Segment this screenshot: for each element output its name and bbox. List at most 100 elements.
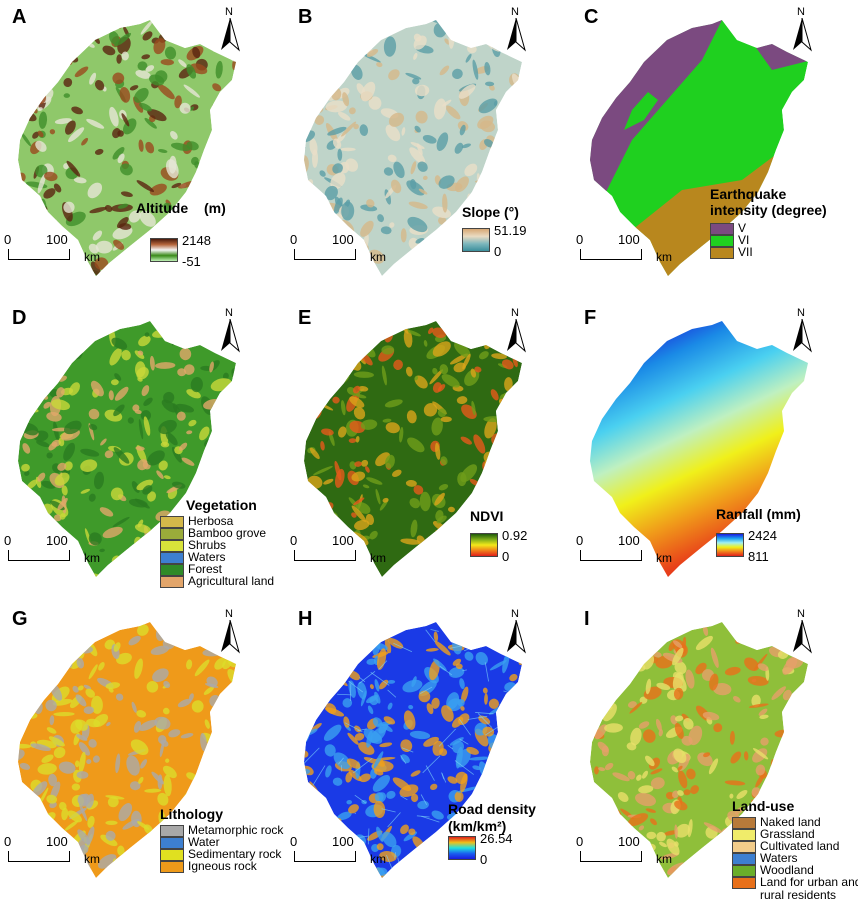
- panel-f: F N 0 100 km Ranfall (mm) 2424 811: [572, 301, 858, 602]
- legend-item-label: Cultivated land: [760, 839, 840, 853]
- legend-item-label: Shrubs: [188, 538, 227, 552]
- scale-hundred: 100: [618, 834, 640, 849]
- panel-label: B: [298, 6, 313, 28]
- north-label: N: [225, 608, 233, 620]
- scale-hundred: 100: [618, 533, 640, 548]
- scale-hundred: 100: [46, 232, 68, 247]
- legend-color-ramp: [716, 533, 744, 557]
- scale-zero: 0: [576, 533, 584, 548]
- legend-item-label: Herbosa: [188, 514, 234, 528]
- legend-title: Road density: [448, 801, 536, 817]
- legend-swatch: [710, 223, 734, 235]
- scale-unit: km: [656, 250, 672, 264]
- panel-label: H: [298, 608, 313, 630]
- legend-swatch: [160, 564, 184, 576]
- legend-max: 2424: [748, 528, 777, 543]
- north-arrow-icon: N: [790, 608, 814, 654]
- scale-hundred: 100: [332, 533, 354, 548]
- north-arrow-icon: N: [790, 307, 814, 353]
- legend-item-label: Agricultural land: [188, 574, 275, 588]
- legend-unit: (m): [204, 200, 226, 216]
- legend-subtitle: (km/km²): [448, 818, 507, 834]
- scale-bar: 0 100 km: [576, 232, 672, 272]
- map-e: [304, 321, 522, 577]
- legend-swatch: [160, 576, 184, 588]
- scale-zero: 0: [290, 232, 298, 247]
- scale-zero: 0: [576, 834, 584, 849]
- map-a: [18, 20, 236, 276]
- panel-b: B N 0 100 km Slope (°) 51.19 0: [286, 0, 572, 301]
- legend-max: 26.54: [480, 831, 513, 846]
- legend-swatch: [160, 825, 184, 837]
- north-label: N: [511, 6, 519, 18]
- north-label: N: [797, 6, 805, 18]
- scale-line: [294, 249, 356, 260]
- legend-swatch: [160, 516, 184, 528]
- scale-unit: km: [84, 250, 100, 264]
- scale-line: [580, 550, 642, 561]
- scale-hundred: 100: [332, 834, 354, 849]
- legend-max: 0.92: [502, 528, 528, 543]
- scale-hundred: 100: [332, 232, 354, 247]
- legend-item-label: Forest: [188, 562, 223, 576]
- scale-hundred: 100: [618, 232, 640, 247]
- legend-swatch: [710, 235, 734, 247]
- panel-label: D: [12, 307, 27, 329]
- panel-e: E N 0 100 km NDVI 0.92 0: [286, 301, 572, 602]
- legend-title: Earthquake: [710, 186, 787, 202]
- legend-title: Altitude: [136, 200, 189, 216]
- scale-line: [8, 249, 70, 260]
- legend-swatch: [732, 865, 756, 877]
- scale-zero: 0: [4, 232, 12, 247]
- scale-bar: 0 100 km: [576, 834, 672, 874]
- scale-bar: 0 100 km: [290, 533, 386, 573]
- panel-label: F: [584, 307, 597, 329]
- scale-bar: 0 100 km: [290, 232, 386, 272]
- panel-label: C: [584, 6, 599, 28]
- north-arrow-icon: N: [790, 6, 814, 52]
- legend-color-ramp: [448, 836, 476, 860]
- legend-min: 0: [502, 549, 510, 564]
- scale-unit: km: [84, 852, 100, 866]
- legend-item-label: Sedimentary rock: [188, 847, 282, 861]
- legend-subtitle: intensity (degree): [710, 202, 827, 218]
- legend-swatch: [160, 861, 184, 873]
- panel-label: I: [584, 608, 590, 630]
- scale-line: [294, 550, 356, 561]
- map-i: [590, 622, 808, 878]
- legend-title: Ranfall (mm): [716, 506, 801, 522]
- north-label: N: [225, 6, 233, 18]
- legend-color-ramp: [462, 228, 490, 252]
- scale-unit: km: [656, 852, 672, 866]
- scale-zero: 0: [4, 533, 12, 548]
- panel-h: H N 0 100 km Road density (km/km²) 26.54 0: [286, 602, 572, 903]
- legend-min: 0: [494, 244, 502, 259]
- legend-title: Lithology: [160, 806, 223, 822]
- legend-swatch: [732, 853, 756, 865]
- legend-item-label: Metamorphic rock: [188, 823, 284, 837]
- north-arrow-icon: N: [218, 6, 242, 52]
- scale-bar: 0 100 km: [290, 834, 386, 874]
- legend-item-label: Water: [188, 835, 220, 849]
- north-arrow-icon: N: [218, 608, 242, 654]
- scale-hundred: 100: [46, 834, 68, 849]
- scale-line: [580, 249, 642, 260]
- scale-bar: 0 100 km: [576, 533, 672, 573]
- legend-title: Vegetation: [186, 497, 257, 513]
- map-b: [304, 20, 522, 276]
- scale-unit: km: [656, 551, 672, 565]
- scale-unit: km: [84, 551, 100, 565]
- legend-item-label: V: [738, 221, 747, 235]
- north-label: N: [797, 307, 805, 319]
- panel-label: G: [12, 608, 28, 630]
- legend-title: NDVI: [470, 508, 504, 524]
- legend-swatch: [160, 552, 184, 564]
- legend-title: Slope (°): [462, 204, 519, 220]
- panel-label: E: [298, 307, 312, 329]
- legend-item-label: Waters: [760, 851, 798, 865]
- panel-label: A: [12, 6, 27, 28]
- legend-color-ramp: [150, 238, 178, 262]
- scale-zero: 0: [290, 533, 298, 548]
- legend-item-label: Naked land: [760, 815, 821, 829]
- map-f: [590, 321, 808, 577]
